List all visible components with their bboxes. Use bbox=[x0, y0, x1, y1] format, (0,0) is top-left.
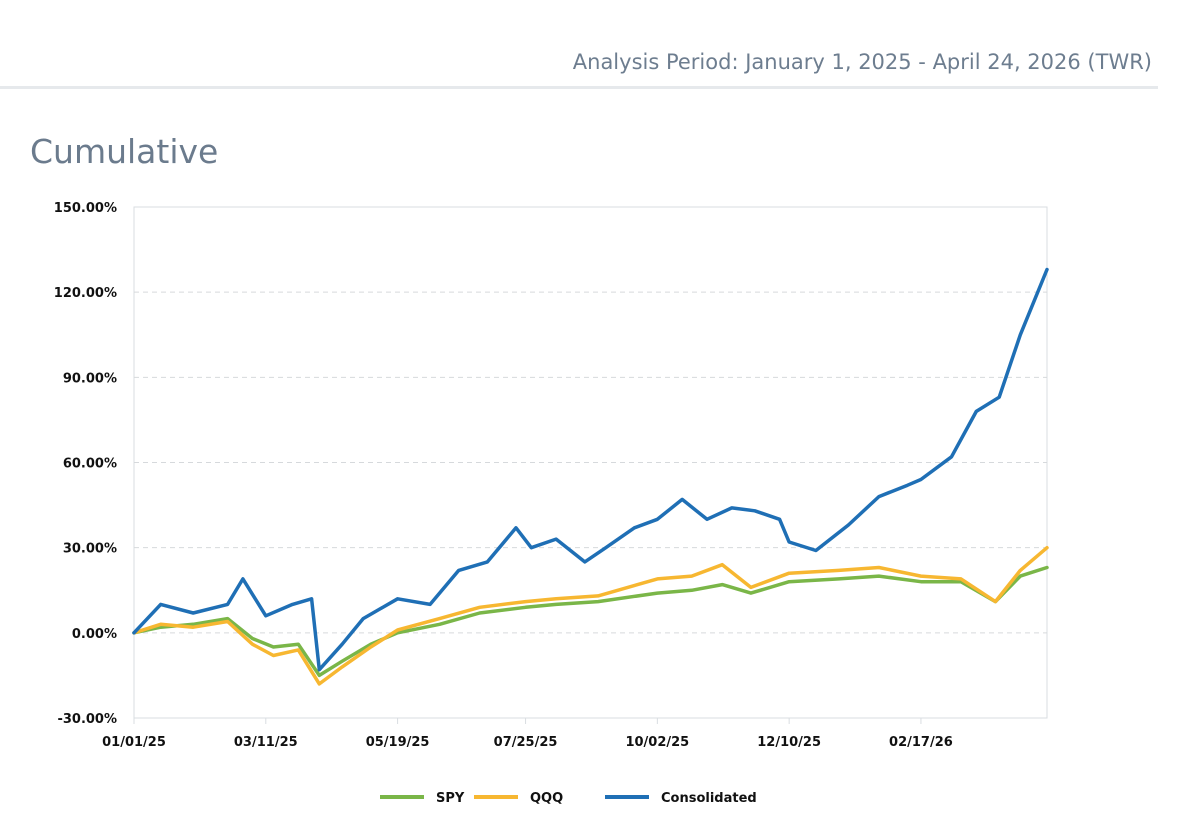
y-tick-label: 120.00% bbox=[54, 286, 117, 301]
legend-label-spy: SPY bbox=[436, 791, 465, 806]
analysis-period: Analysis Period: January 1, 2025 - April… bbox=[572, 50, 1152, 74]
x-axis: 01/01/25 03/11/25 05/19/25 07/25/25 10/02/25… bbox=[102, 718, 953, 750]
x-tick-label: 10/02/25 bbox=[625, 735, 689, 750]
y-tick-label: 60.00% bbox=[63, 457, 117, 472]
y-tick-label: 0.00% bbox=[72, 627, 117, 642]
x-tick-label: 12/10/25 bbox=[757, 735, 821, 750]
series-line-spy bbox=[132, 565, 1049, 678]
y-tick-label: 150.00% bbox=[54, 201, 117, 216]
y-tick-label: 30.00% bbox=[63, 542, 117, 557]
header-divider bbox=[0, 86, 1158, 89]
x-tick-label: 03/11/25 bbox=[234, 735, 298, 750]
legend-label-consolidated: Consolidated bbox=[661, 791, 757, 806]
series-lines bbox=[132, 267, 1049, 686]
series-line-qqq bbox=[132, 545, 1049, 686]
grid bbox=[134, 291, 1047, 634]
y-tick-label: -30.00% bbox=[57, 712, 117, 727]
section-title: Cumulative bbox=[30, 132, 219, 171]
legend-label-qqq: QQQ bbox=[530, 791, 563, 806]
legend: SPY QQQ Consolidated bbox=[380, 791, 757, 806]
x-tick-label: 02/17/26 bbox=[889, 735, 953, 750]
x-tick-label: 01/01/25 bbox=[102, 735, 166, 750]
x-tick-label: 07/25/25 bbox=[494, 735, 558, 750]
x-tick-label: 05/19/25 bbox=[366, 735, 430, 750]
series-line-consolidated bbox=[132, 267, 1049, 672]
y-tick-label: 90.00% bbox=[63, 371, 117, 386]
y-axis: 150.00% 120.00% 90.00% 60.00% 30.00% 0.00% -30… bbox=[54, 201, 117, 727]
